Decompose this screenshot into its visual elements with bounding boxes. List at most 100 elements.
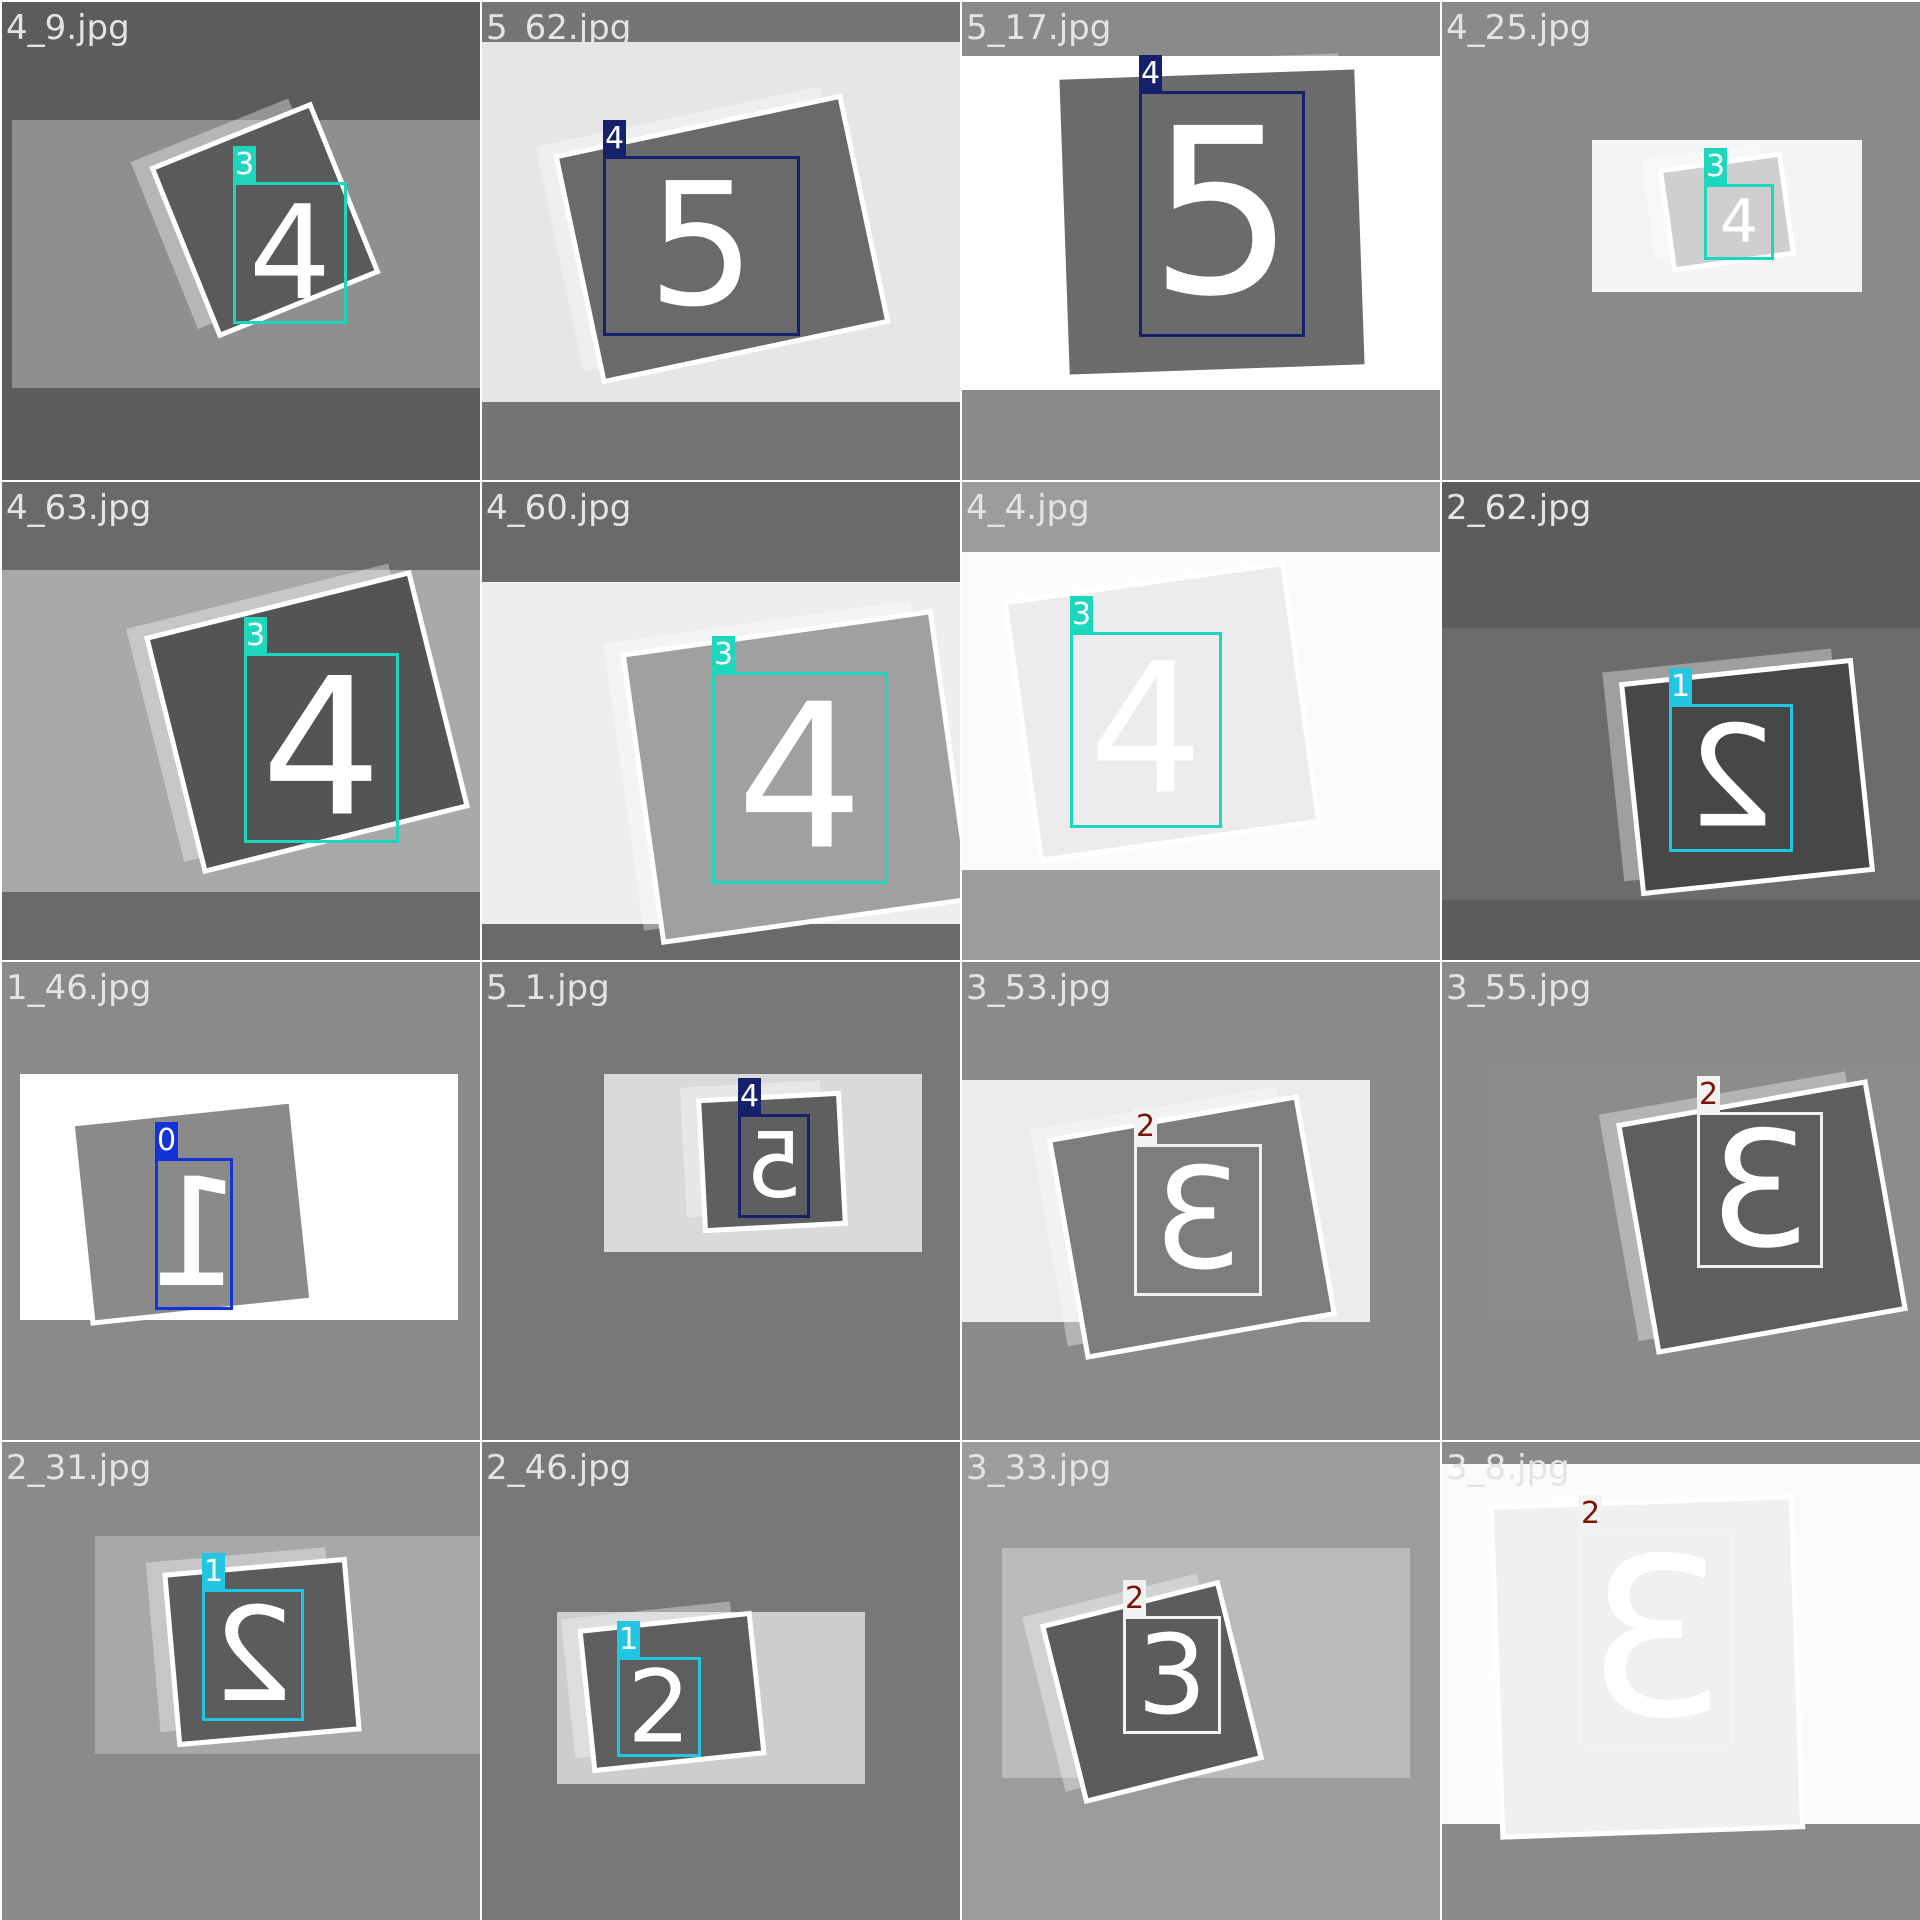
photo-content: 5 xyxy=(604,1074,922,1252)
class-label: 4 xyxy=(1139,55,1163,91)
photo-content: 5 xyxy=(482,42,960,402)
filename-label: 5_62.jpg xyxy=(486,8,632,48)
filename-label: 1_46.jpg xyxy=(6,968,152,1008)
digit-glyph: 3 xyxy=(1709,1097,1811,1284)
digit-glyph: 3 xyxy=(1137,1611,1207,1739)
digit-glyph: 4 xyxy=(1720,187,1758,257)
class-label: 4 xyxy=(738,1078,762,1114)
class-label: 0 xyxy=(155,1122,179,1158)
detection-box xyxy=(617,1657,701,1757)
photo-content: 4 xyxy=(962,552,1440,870)
digit-glyph: 3 xyxy=(1587,1511,1727,1767)
digit-card xyxy=(1029,1086,1338,1360)
class-label: 1 xyxy=(1669,668,1693,704)
digit-card xyxy=(1472,1483,1806,1840)
detection-box xyxy=(1579,1531,1734,1747)
digit-card xyxy=(1598,1071,1908,1355)
image-tile: 1 0 1_46.jpg xyxy=(2,962,480,1440)
filename-label: 3_55.jpg xyxy=(1446,968,1592,1008)
photo-content: 3 xyxy=(962,1080,1370,1360)
detection-box xyxy=(1070,632,1222,828)
class-label: 3 xyxy=(1704,148,1728,184)
detection-box xyxy=(603,156,800,336)
filename-label: 4_60.jpg xyxy=(486,488,632,528)
filename-label: 2_62.jpg xyxy=(1446,488,1592,528)
digit-glyph: 2 xyxy=(1686,697,1775,860)
image-tile: 2 1 2_31.jpg xyxy=(2,1442,480,1920)
image-tile: 3 2 3_55.jpg xyxy=(1442,962,1920,1440)
image-tile: 4 3 4_4.jpg xyxy=(962,482,1440,960)
detection-box xyxy=(155,1158,233,1310)
image-tile: 2 1 2_62.jpg xyxy=(1442,482,1920,960)
digit-glyph: 2 xyxy=(627,1649,691,1766)
image-tile: 2 1 2_46.jpg xyxy=(482,1442,960,1920)
filename-label: 2_31.jpg xyxy=(6,1448,152,1488)
filename-label: 3_8.jpg xyxy=(1446,1448,1570,1488)
image-tile: 3 2 3_33.jpg xyxy=(962,1442,1440,1920)
image-tile: 4 3 4_25.jpg xyxy=(1442,2,1920,480)
digit-glyph: 4 xyxy=(261,638,382,859)
class-label: 1 xyxy=(202,1553,226,1589)
filename-label: 4_25.jpg xyxy=(1446,8,1592,48)
digit-glyph: 4 xyxy=(1089,626,1204,835)
image-tile: 4 3 4_9.jpg xyxy=(2,2,480,480)
filename-label: 3_53.jpg xyxy=(966,968,1112,1008)
digit-glyph: 2 xyxy=(212,1579,295,1731)
detection-box xyxy=(1134,1144,1262,1296)
photo-content: 2 xyxy=(557,1601,865,1784)
digit-card xyxy=(1038,53,1370,380)
digit-card xyxy=(1640,142,1797,273)
photo-content: 2 xyxy=(95,1536,480,1754)
digit-glyph: 3 xyxy=(1153,1139,1242,1302)
class-label: 4 xyxy=(603,120,627,156)
digit-glyph: 5 xyxy=(1149,81,1295,348)
digit-card xyxy=(130,98,381,339)
detection-box xyxy=(738,1114,810,1218)
detection-box xyxy=(1123,1616,1221,1734)
digit-glyph: 5 xyxy=(745,1114,802,1219)
detection-box xyxy=(1704,184,1774,260)
digit-glyph: 4 xyxy=(249,177,332,329)
digit-glyph: 4 xyxy=(736,662,863,895)
digit-card xyxy=(1022,1573,1265,1805)
digit-card xyxy=(126,563,471,875)
image-tile: 3 2 3_8.jpg xyxy=(1442,1442,1920,1920)
filename-label: 3_33.jpg xyxy=(966,1448,1112,1488)
filename-label: 4_9.jpg xyxy=(6,8,130,48)
class-label: 2 xyxy=(1123,1580,1147,1616)
class-label: 3 xyxy=(233,146,257,182)
detection-box xyxy=(1669,704,1793,852)
class-label: 1 xyxy=(617,1621,641,1657)
photo-content: 3 xyxy=(1442,1464,1920,1840)
detection-box xyxy=(712,672,888,884)
class-label: 2 xyxy=(1134,1108,1158,1144)
class-label: 2 xyxy=(1579,1495,1603,1531)
photo-content: 4 xyxy=(2,563,480,892)
photo-content: 3 xyxy=(1002,1548,1410,1805)
photo-content: 1 xyxy=(20,1074,458,1326)
image-tile: 3 2 3_53.jpg xyxy=(962,962,1440,1440)
class-label: 3 xyxy=(244,617,268,653)
image-tile: 5 4 5_17.jpg xyxy=(962,2,1440,480)
image-tile: 4 3 4_60.jpg xyxy=(482,482,960,960)
digit-glyph: 5 xyxy=(647,147,755,345)
photo-content: 3 xyxy=(1487,1062,1920,1355)
filename-label: 4_4.jpg xyxy=(966,488,1090,528)
class-label: 2 xyxy=(1697,1076,1721,1112)
digit-card xyxy=(603,600,960,945)
detection-box xyxy=(1697,1112,1823,1268)
photo-content: 4 xyxy=(1592,140,1862,292)
filename-label: 5_17.jpg xyxy=(966,8,1112,48)
detection-box xyxy=(244,653,399,843)
filename-label: 4_63.jpg xyxy=(6,488,152,528)
filename-label: 5_1.jpg xyxy=(486,968,610,1008)
photo-content: 4 xyxy=(482,582,960,945)
digit-glyph: 1 xyxy=(146,1147,241,1321)
filename-label: 2_46.jpg xyxy=(486,1448,632,1488)
detection-box xyxy=(1139,91,1305,337)
class-label: 3 xyxy=(1070,596,1094,632)
image-tile: 5 4 5_1.jpg xyxy=(482,962,960,1440)
image-tile: 5 4 5_62.jpg xyxy=(482,2,960,480)
image-tile: 4 3 4_63.jpg xyxy=(2,482,480,960)
